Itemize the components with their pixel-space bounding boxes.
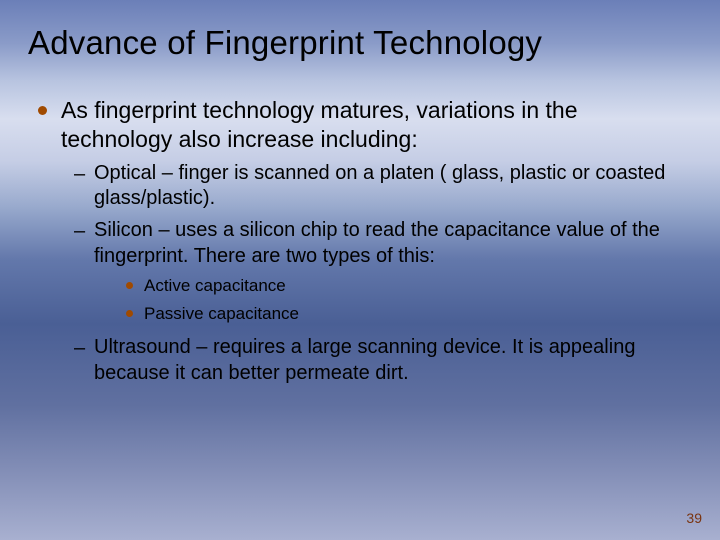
bullet-text: Optical – finger is scanned on a platen … bbox=[94, 161, 692, 212]
slide: Advance of Fingerprint Technology As fin… bbox=[0, 0, 720, 540]
bullet-level-2: – Silicon – uses a silicon chip to read … bbox=[74, 218, 692, 269]
bullet-level-3: Active capacitance bbox=[126, 275, 692, 297]
bullet-text: Passive capacitance bbox=[144, 303, 299, 325]
bullet-level-2: – Ultrasound – requires a large scanning… bbox=[74, 335, 692, 386]
bullet-level-1: As fingerprint technology matures, varia… bbox=[38, 96, 692, 155]
bullet-text: As fingerprint technology matures, varia… bbox=[61, 96, 692, 155]
bullet-level-3: Passive capacitance bbox=[126, 303, 692, 325]
bullet-level-2: – Optical – finger is scanned on a plate… bbox=[74, 161, 692, 212]
bullet-text: Silicon – uses a silicon chip to read th… bbox=[94, 218, 692, 269]
dash-icon: – bbox=[74, 337, 86, 360]
bullet-dot-icon bbox=[126, 310, 133, 317]
bullet-dot-icon bbox=[38, 106, 47, 115]
bullet-text: Active capacitance bbox=[144, 275, 286, 297]
dash-icon: – bbox=[74, 220, 86, 243]
bullet-text: Ultrasound – requires a large scanning d… bbox=[94, 335, 692, 386]
bullet-dot-icon bbox=[126, 282, 133, 289]
slide-title: Advance of Fingerprint Technology bbox=[28, 24, 692, 62]
page-number: 39 bbox=[686, 510, 702, 526]
dash-icon: – bbox=[74, 163, 86, 186]
